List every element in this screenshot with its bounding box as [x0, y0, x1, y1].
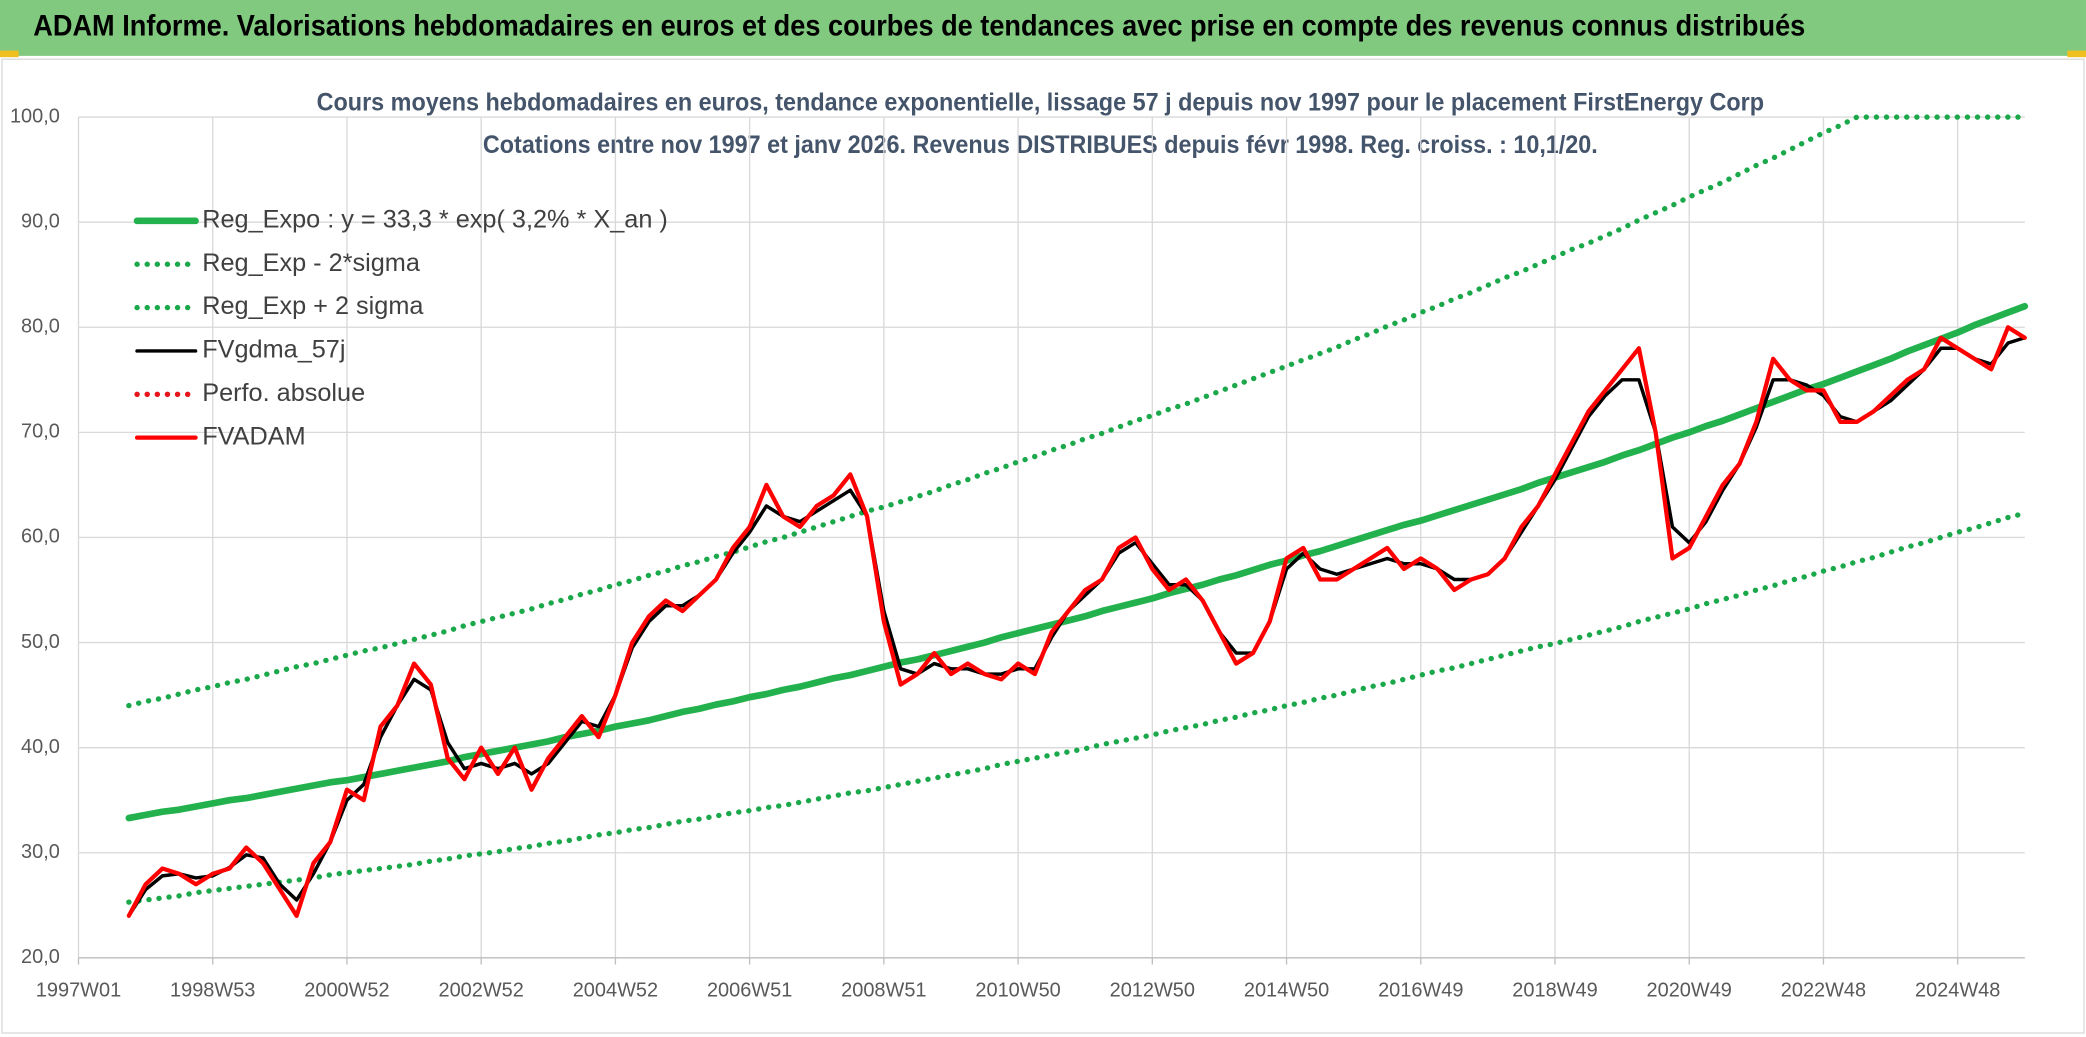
series-line: [125, 302, 2029, 822]
legend-label: FVADAM: [202, 422, 305, 450]
x-tick-label: 2002W52: [439, 979, 524, 1001]
y-tick-label: 100,0: [10, 105, 60, 127]
corner-mark: [2067, 50, 2086, 58]
x-tick-label: 2018W49: [1512, 979, 1597, 1001]
series-line: [126, 114, 2028, 709]
series-line: [126, 510, 2028, 905]
y-tick-label: 20,0: [21, 946, 60, 968]
x-tick-label: 1998W53: [170, 979, 255, 1001]
header-bar: [0, 0, 2086, 56]
chart-title: Cours moyens hebdomadaires en euros, ten…: [317, 88, 1764, 116]
x-tick-label: 2004W52: [573, 979, 658, 1001]
legend-label: Perfo. absolue: [202, 379, 365, 407]
legend: Reg_Expo : y = 33,3 * exp( 3,2% * X_an )…: [133, 206, 668, 450]
chart-border: [1, 58, 2085, 1034]
series-line: [126, 325, 2027, 918]
header-title: ADAM Informe. Valorisations hebdomadaire…: [33, 11, 1805, 43]
y-tick-label: 60,0: [21, 526, 60, 548]
plot-lines: [125, 114, 2029, 918]
x-tick-label: 2000W52: [304, 979, 389, 1001]
chart-subtitle: Cotations entre nov 1997 et janv 2026. R…: [483, 131, 1598, 159]
legend-label: Reg_Exp - 2*sigma: [202, 249, 421, 277]
y-tick-label: 30,0: [21, 841, 60, 863]
corner-mark: [0, 50, 19, 58]
x-tick-label: 2006W51: [707, 979, 792, 1001]
x-tick-label: 2012W50: [1110, 979, 1195, 1001]
x-tick-label: 2014W50: [1244, 979, 1329, 1001]
x-tick-label: 2024W48: [1915, 979, 2000, 1001]
legend-label: Reg_Expo : y = 33,3 * exp( 3,2% * X_an ): [202, 206, 668, 234]
y-tick-label: 40,0: [21, 736, 60, 758]
legend-label: Reg_Exp + 2 sigma: [202, 292, 424, 320]
x-tick-label: 2016W49: [1378, 979, 1463, 1001]
y-tick-label: 70,0: [21, 421, 60, 443]
x-tick-label: 2022W48: [1781, 979, 1866, 1001]
y-tick-label: 50,0: [21, 631, 60, 653]
y-tick-label: 90,0: [21, 210, 60, 232]
grid: 20,0 30,0 40,0 50,0 60,0 70,0 80,0 90,0 100,0 199…: [10, 105, 2025, 1001]
x-tick-label: 1997W01: [36, 979, 121, 1001]
legend-label: FVgdma_57j: [202, 336, 345, 364]
x-tick-label: 2020W49: [1647, 979, 1732, 1001]
y-tick-label: 80,0: [21, 316, 60, 338]
x-tick-label: 2010W50: [975, 979, 1060, 1001]
x-tick-label: 2008W51: [841, 979, 926, 1001]
